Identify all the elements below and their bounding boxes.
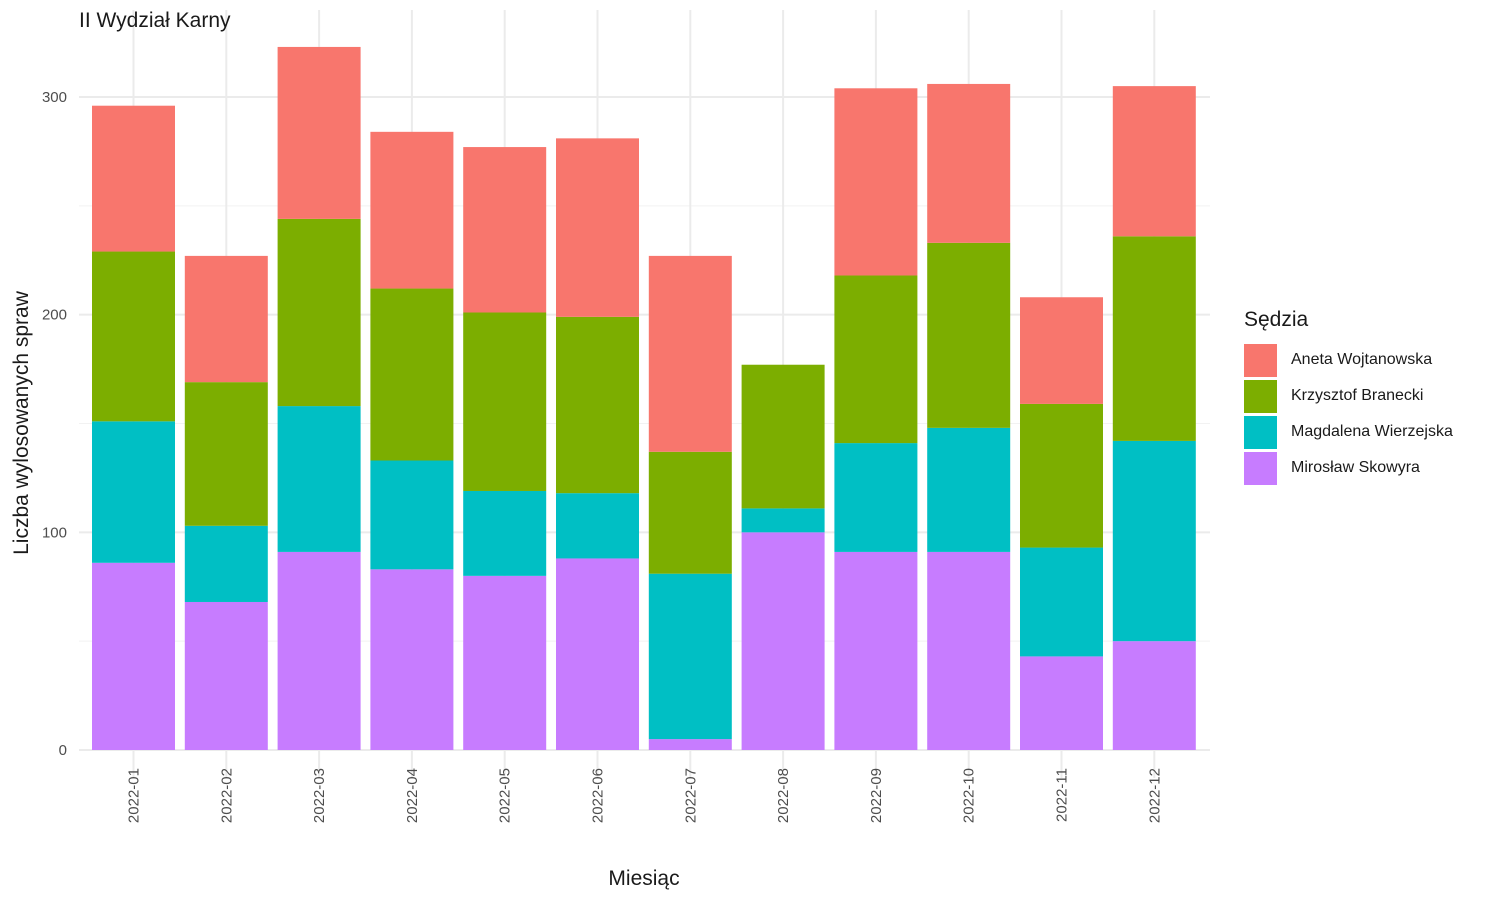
- y-tick-label: 200: [42, 307, 67, 324]
- bars: [92, 46, 1196, 750]
- bar-segment: [1112, 641, 1196, 750]
- bar-segment: [184, 382, 268, 526]
- bar-segment: [834, 88, 918, 276]
- y-tick-label: 100: [42, 524, 67, 541]
- bar-segment: [370, 288, 454, 461]
- legend-item: Mirosław Skowyra: [1244, 450, 1453, 486]
- x-tick-label: 2022-06: [590, 768, 607, 823]
- x-tick-labels: 2022-01 2022-02 2022-03 2022-04 2022-05 2022-…: [126, 768, 1164, 823]
- bar-segment: [1020, 403, 1103, 548]
- bar-segment: [92, 251, 175, 422]
- bar-segment: [463, 312, 547, 491]
- x-tick-label: 2022-03: [311, 768, 328, 823]
- bar-segment: [184, 601, 268, 750]
- bar-segment: [648, 739, 732, 750]
- x-tick-label: 2022-07: [682, 768, 699, 823]
- bar-segment: [1112, 236, 1196, 441]
- bar-segment: [370, 460, 454, 570]
- bar-segment: [927, 242, 1011, 428]
- legend-key: [1244, 379, 1277, 413]
- bar-segment: [834, 443, 918, 552]
- legend-key: [1244, 343, 1277, 377]
- chart-title: II Wydział Karny: [79, 9, 231, 32]
- legend-item: Krzysztof Branecki: [1244, 378, 1453, 414]
- bar-segment: [834, 551, 918, 750]
- bar-segment: [277, 551, 361, 750]
- bar-segment: [648, 573, 732, 740]
- legend-key: [1244, 415, 1277, 449]
- bar-segment: [741, 532, 825, 750]
- bar-segment: [927, 83, 1011, 243]
- legend-label: Mirosław Skowyra: [1291, 459, 1420, 476]
- bar-segment: [463, 575, 547, 750]
- bar-segment: [1020, 547, 1103, 657]
- bar-segment: [741, 508, 825, 533]
- bar-segment: [463, 490, 547, 576]
- x-tick-label: 2022-01: [126, 768, 143, 823]
- x-tick-label: 2022-12: [1146, 768, 1163, 823]
- y-axis-label: Liczba wylosowanych spraw: [10, 290, 33, 555]
- bar-segment: [277, 406, 361, 552]
- bar-segment: [184, 525, 268, 602]
- x-tick-label: 2022-10: [961, 768, 978, 823]
- y-tick-labels: 0 100 200 300: [42, 89, 67, 759]
- legend: Sędzia Aneta Wojtanowska Krzysztof Branec…: [1244, 308, 1453, 486]
- bar-segment: [370, 131, 454, 289]
- y-tick-label: 0: [59, 742, 67, 759]
- x-tick-label: 2022-05: [497, 768, 514, 823]
- bar-segment: [556, 138, 639, 317]
- bar-segment: [556, 493, 639, 559]
- x-tick-label: 2022-08: [775, 768, 792, 823]
- bar-segment: [1020, 656, 1103, 750]
- legend-key: [1244, 451, 1277, 485]
- bar-segment: [1020, 297, 1103, 404]
- x-tick-label: 2022-02: [218, 768, 235, 823]
- bar-segment: [370, 569, 454, 750]
- bar-segment: [556, 558, 639, 750]
- bar-segment: [927, 551, 1011, 750]
- bar-segment: [277, 218, 361, 407]
- legend-label: Krzysztof Branecki: [1291, 387, 1424, 404]
- legend-items: Aneta Wojtanowska Krzysztof Branecki Magda…: [1244, 342, 1453, 486]
- bar-segment: [184, 255, 268, 383]
- bar-segment: [648, 255, 732, 452]
- bar-segment: [556, 316, 639, 494]
- y-tick-label: 300: [42, 89, 67, 106]
- bar-segment: [834, 275, 918, 444]
- bar-segment: [1112, 440, 1196, 642]
- x-axis-label: Miesiąc: [608, 867, 679, 890]
- bar-segment: [927, 427, 1011, 552]
- bar-segment: [1112, 86, 1196, 237]
- legend-label: Aneta Wojtanowska: [1291, 351, 1433, 368]
- bar-segment: [741, 364, 825, 509]
- x-tick-label: 2022-04: [404, 768, 421, 823]
- legend-item: Magdalena Wierzejska: [1244, 414, 1453, 450]
- x-tick-label: 2022-11: [1054, 768, 1071, 822]
- bar-segment: [92, 562, 175, 750]
- x-tick-label: 2022-09: [868, 768, 885, 823]
- bar-segment: [648, 451, 732, 574]
- legend-item: Aneta Wojtanowska: [1244, 342, 1453, 378]
- legend-label: Magdalena Wierzejska: [1291, 423, 1453, 440]
- bar-segment: [92, 421, 175, 563]
- bar-segment: [277, 46, 361, 219]
- bar-segment: [92, 105, 175, 252]
- bar-segment: [463, 147, 547, 313]
- legend-title: Sędzia: [1244, 308, 1309, 331]
